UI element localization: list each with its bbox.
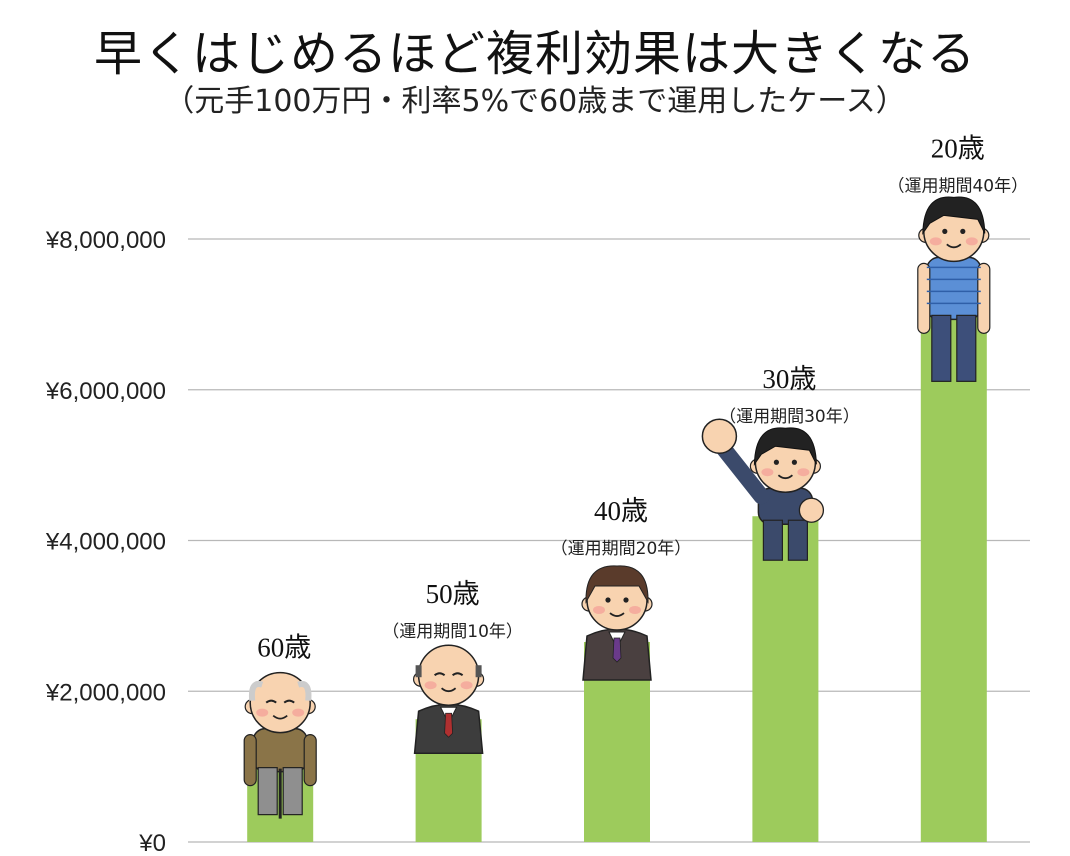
bar-period-label: （運用期間20年） [551,539,692,559]
y-tick-label: ¥4,000,000 [45,529,166,556]
chart-subtitle: （元手100万円・利率5%で60歳まで運用したケース） [164,84,906,119]
bar-period-label: （運用期間40年） [887,176,1028,196]
bar-period-label: （運用期間10年） [382,622,523,642]
bar-age-label: 40歳 [594,496,648,526]
y-tick-label: ¥6,000,000 [45,378,166,405]
bald-senior-man-illustration [413,644,485,754]
bar [920,311,987,842]
y-tick-label: ¥8,000,000 [45,227,166,254]
bar-period-label: （運用期間30年） [719,407,860,427]
bar-age-label: 50歳 [426,579,480,609]
bar-age-label: 20歳 [931,133,985,163]
bar [752,516,819,842]
bar-age-label: 30歳 [762,364,816,394]
chart-title: 早くはじめるほど複利効果は大きくなる [93,26,976,82]
elderly-man-with-cane-illustration [243,671,317,819]
middle-aged-man-illustration [581,565,653,681]
bar-age-label: 60歳 [257,633,311,663]
young-man-casual-illustration [917,196,991,382]
y-tick-label: ¥0 [138,830,166,856]
y-tick-label: ¥2,000,000 [45,679,166,706]
young-businessman-fist-raised-illustration [701,418,825,561]
